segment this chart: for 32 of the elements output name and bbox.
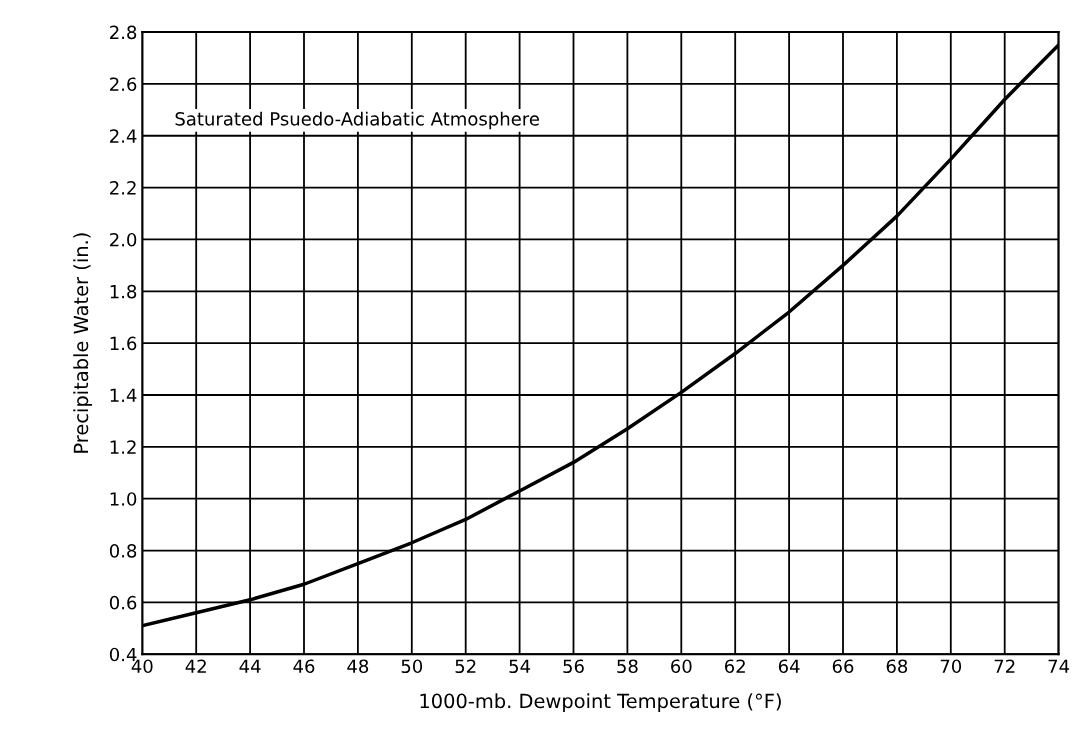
y-tick-label: 2.8: [110, 25, 137, 40]
y-tick-label: 1.0: [110, 492, 137, 506]
x-tick-label: 64: [778, 659, 800, 674]
y-tick-label: 2.0: [110, 232, 137, 247]
x-tick-label: 50: [401, 659, 423, 674]
y-tick-label: 1.6: [110, 336, 137, 351]
y-tick-label: 2.6: [110, 77, 137, 92]
x-tick-label: 54: [509, 659, 531, 674]
x-tick-label: 62: [724, 659, 745, 674]
y-tick-label: 1.4: [110, 388, 137, 402]
x-tick-label: 48: [347, 659, 369, 674]
x-tick-label: 42: [185, 659, 206, 673]
x-tick-label: 72: [994, 659, 1015, 673]
x-tick-label: 74: [1048, 659, 1070, 673]
x-tick-label: 56: [563, 659, 584, 674]
y-axis-title: Precipitable Water (in.): [73, 233, 93, 453]
x-axis-title: 1000-mb. Dewpoint Temperature (°F): [420, 693, 781, 713]
y-tick-label: 1.8: [110, 284, 137, 299]
y-tick-label: 0.8: [109, 544, 137, 558]
x-tick-label: 70: [940, 659, 962, 674]
y-tick-label: 1.2: [110, 440, 136, 454]
x-tick-label: 46: [293, 659, 315, 674]
x-tick-label: 58: [617, 659, 638, 674]
x-tick-label: 66: [832, 659, 854, 674]
x-tick-label: 44: [239, 659, 261, 673]
x-tick-label: 60: [671, 659, 692, 674]
y-tick-label: 2.4: [110, 129, 137, 143]
x-tick-label: 68: [886, 659, 908, 674]
annotation: Saturated Psuedo-Adiabatic Atmosphere: [175, 111, 539, 130]
y-tick-label: 0.6: [109, 595, 137, 610]
y-tick-label: 2.2: [110, 181, 136, 195]
x-tick-label: 52: [455, 659, 476, 674]
